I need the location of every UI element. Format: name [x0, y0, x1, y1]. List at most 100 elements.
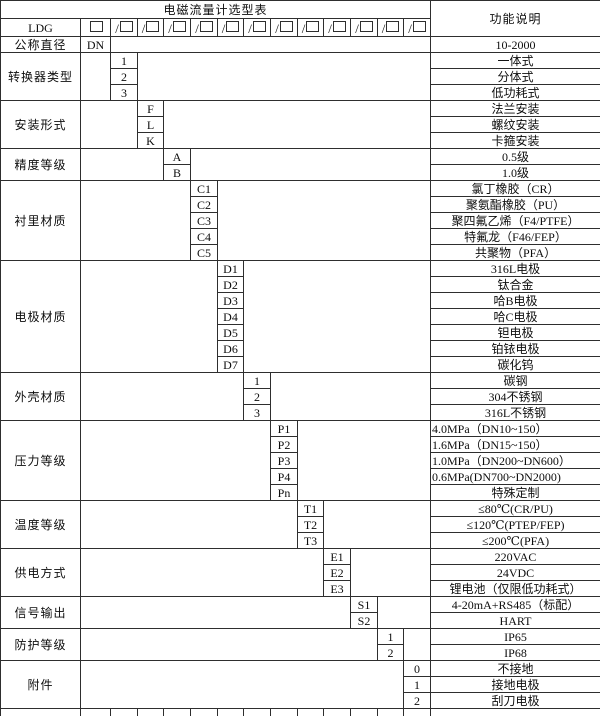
- function-description-cell: 法兰安装: [430, 100, 600, 117]
- right-spacer-cell: [377, 596, 431, 629]
- function-description-cell: 聚氨酯橡胶（PU）: [430, 196, 600, 213]
- blank-box-icon: [306, 21, 320, 33]
- section-label-6: 外壳材质: [0, 372, 81, 421]
- bottom-border-cell: [243, 708, 271, 716]
- code-cell: T2: [297, 516, 324, 533]
- left-spacer-cell: [80, 148, 164, 181]
- code-cell: D2: [217, 276, 244, 293]
- blank-box-icon: [172, 21, 186, 33]
- blank-box-icon: [252, 21, 266, 33]
- code-cell: C2: [190, 196, 218, 213]
- function-description-cell: 钽电极: [430, 324, 600, 341]
- function-description-cell: 特殊定制: [430, 484, 600, 501]
- section-label-3: 精度等级: [0, 148, 81, 181]
- left-spacer-cell: [80, 420, 271, 501]
- code-cell: L: [137, 116, 164, 133]
- section-label-8: 温度等级: [0, 500, 81, 549]
- code-cell: C5: [190, 244, 218, 261]
- blank-box-icon: [119, 21, 133, 33]
- right-spacer-cell: [190, 148, 431, 181]
- option-row: B 1.0级: [1, 164, 600, 181]
- option-row: 3 低功耗式: [1, 84, 600, 101]
- model-slot-cell: /: [350, 18, 378, 37]
- code-cell: S2: [350, 612, 378, 629]
- option-row: D6 铂铱电极: [1, 340, 600, 357]
- right-spacer-cell: [163, 100, 431, 149]
- function-description-cell: 哈B电极: [430, 292, 600, 309]
- code-cell: A: [163, 148, 191, 165]
- right-spacer-cell: [110, 36, 431, 53]
- bottom-border-cell: [217, 708, 244, 716]
- function-description-cell: ≤80℃(CR/PU): [430, 500, 600, 517]
- code-cell: D5: [217, 324, 244, 341]
- function-description-cell: 低功耗式: [430, 84, 600, 101]
- right-spacer-cell: [297, 420, 431, 501]
- bottom-border-cell: [163, 708, 191, 716]
- code-cell: P2: [270, 436, 298, 453]
- option-row: 外壳材质 1 碳钢: [0, 372, 600, 421]
- page-title: 电磁流量计选型表: [0, 0, 432, 19]
- option-row: S2 HART: [1, 612, 600, 629]
- right-spacer-cell: [243, 260, 431, 373]
- code-cell: C4: [190, 228, 218, 245]
- left-spacer-cell: [80, 52, 111, 101]
- slash-separator: /: [221, 20, 226, 36]
- slash-separator: /: [141, 20, 146, 36]
- model-slot-cell: /: [190, 18, 218, 37]
- function-description-cell: 10-2000: [430, 36, 600, 53]
- section-label-2: 安装形式: [0, 100, 81, 149]
- slash-separator: /: [275, 20, 279, 36]
- function-description-cell: 1.6MPa（DN15~150）: [430, 436, 600, 453]
- function-description-cell: ≤200℃(PFA): [430, 532, 600, 549]
- code-cell: 2: [402, 692, 432, 709]
- function-description-cell: 锂电池（仅限低功耗式）: [430, 580, 600, 597]
- blank-box-icon: [146, 21, 160, 33]
- function-description-cell: 聚四氟乙烯（F4/PTFE）: [430, 212, 600, 229]
- bottom-border-cell: [350, 708, 378, 716]
- code-cell: K: [137, 132, 164, 149]
- function-description-cell: 1.0MPa（DN200~DN600）: [430, 452, 600, 469]
- function-description-cell: 特氟龙（F46/FEP）: [430, 228, 600, 245]
- option-row: P3 1.0MPa（DN200~DN600）: [1, 452, 600, 469]
- option-row: Pn 特殊定制: [1, 484, 600, 501]
- blank-box-icon: [226, 21, 240, 33]
- section-label-5: 电极材质: [0, 260, 81, 373]
- code-cell: 0: [402, 660, 432, 677]
- code-cell: F: [137, 100, 164, 117]
- model-slot-cell: /: [110, 18, 138, 37]
- code-cell: E3: [323, 580, 351, 597]
- code-cell: T1: [297, 500, 324, 517]
- function-description-cell: 316L不锈钢: [430, 404, 600, 421]
- left-spacer-cell: [80, 500, 298, 549]
- code-cell: Pn: [270, 484, 298, 501]
- section-label-7: 压力等级: [0, 420, 81, 501]
- code-cell: D7: [217, 356, 244, 373]
- blank-box-icon: [359, 21, 373, 33]
- option-row: 温度等级 T1 ≤80℃(CR/PU): [0, 500, 600, 549]
- function-description-cell: 不接地: [430, 660, 600, 677]
- function-description-cell: 分体式: [430, 68, 600, 85]
- function-description-cell: 刮刀电极: [430, 692, 600, 709]
- function-description-cell: 24VDC: [430, 564, 600, 581]
- blank-box-icon: [279, 21, 293, 33]
- model-slot-cell: /: [217, 18, 244, 37]
- left-spacer-cell: [80, 660, 404, 709]
- left-spacer-cell: [80, 100, 138, 149]
- option-row: 精度等级 A 0.5级: [0, 148, 600, 181]
- right-spacer-cell: [137, 52, 431, 101]
- code-cell: D4: [217, 308, 244, 325]
- right-spacer-cell: [270, 372, 431, 421]
- left-spacer-cell: [80, 596, 351, 629]
- slash-separator: /: [168, 20, 172, 36]
- function-description-header: 功能说明: [430, 0, 600, 37]
- function-description-cell: 4-20mA+RS485（标配）: [430, 596, 600, 613]
- function-description-cell: 0.5级: [430, 148, 600, 165]
- option-row: P2 1.6MPa（DN15~150）: [1, 436, 600, 453]
- left-spacer-cell: [80, 548, 324, 597]
- model-prefix-cell: LDG: [0, 18, 81, 37]
- function-description-cell: 4.0MPa（DN10~150）: [430, 420, 600, 437]
- slash-separator: /: [381, 20, 386, 36]
- code-cell: D3: [217, 292, 244, 309]
- code-cell: P1: [270, 420, 298, 437]
